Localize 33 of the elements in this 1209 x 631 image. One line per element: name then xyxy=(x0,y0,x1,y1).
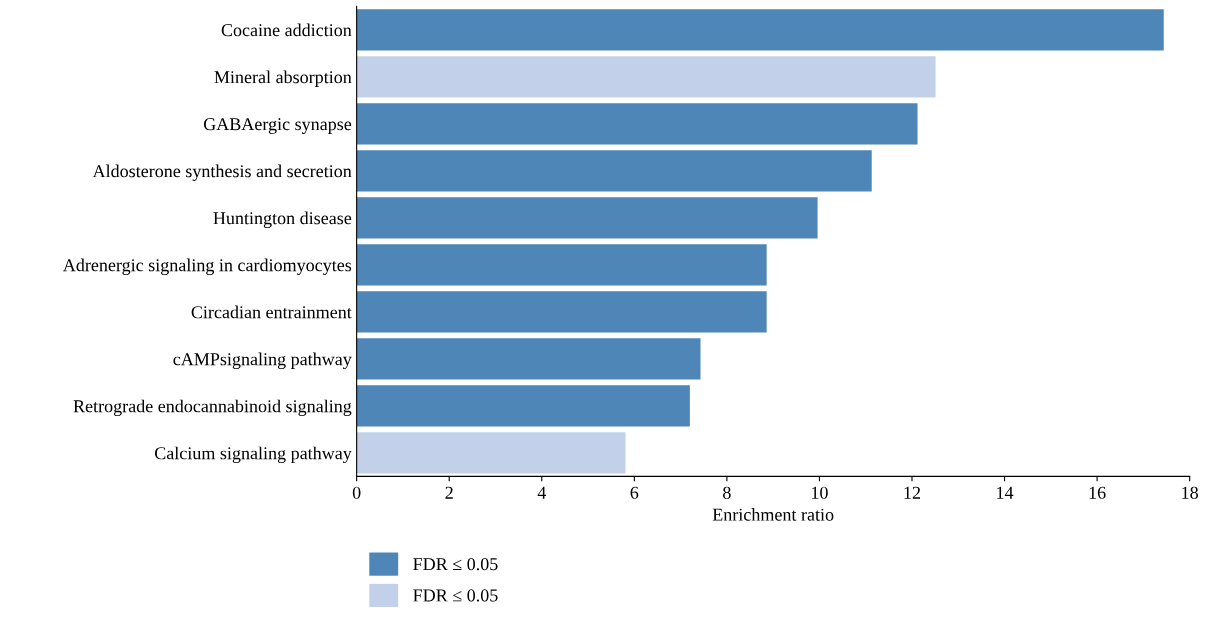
y-tick-label: GABAergic synapse xyxy=(203,118,352,134)
y-tick-label: Calcium signaling pathway xyxy=(154,446,352,464)
bar xyxy=(356,338,701,380)
x-tick-label: 6 xyxy=(630,486,639,499)
bar xyxy=(356,244,767,286)
y-tick-label: Mineral absorption xyxy=(214,70,352,87)
legend-label: FDR ≤ 0.05 xyxy=(413,589,498,602)
x-tick-label: 18 xyxy=(1182,486,1198,499)
y-tick-label: Retrograde endocannabinoid signaling xyxy=(73,399,352,417)
x-tick-label: 4 xyxy=(537,486,546,499)
y-tick-label: Circadian entrainment xyxy=(191,305,352,319)
x-tick-label: 14 xyxy=(997,486,1014,499)
bar xyxy=(356,56,936,98)
x-tick-label: 2 xyxy=(445,486,453,499)
x-tick-label: 12 xyxy=(904,486,921,499)
bar xyxy=(356,103,918,145)
bar xyxy=(356,197,818,239)
x-tick-label: 0 xyxy=(352,486,361,499)
x-tick-label: 10 xyxy=(811,486,828,499)
y-tick-label: Cocaine addiction xyxy=(221,23,352,37)
bar xyxy=(356,432,626,474)
legend-label: FDR ≤ 0.05 xyxy=(413,558,498,571)
x-tick-label: 16 xyxy=(1089,486,1106,499)
bar xyxy=(356,150,872,192)
bar xyxy=(356,9,1164,51)
y-tick-label: Aldosterone synthesis and secretion xyxy=(92,164,352,181)
y-tick-label: cAMPsignaling pathway xyxy=(173,352,352,370)
x-tick-label: 8 xyxy=(723,486,731,499)
y-tick-label: Adrenergic signaling in cardiomyocytes xyxy=(62,258,352,276)
x-axis-title: Enrichment ratio xyxy=(712,508,834,521)
bar xyxy=(356,291,767,333)
y-tick-label: Huntington disease xyxy=(213,211,352,229)
bar xyxy=(356,385,690,427)
